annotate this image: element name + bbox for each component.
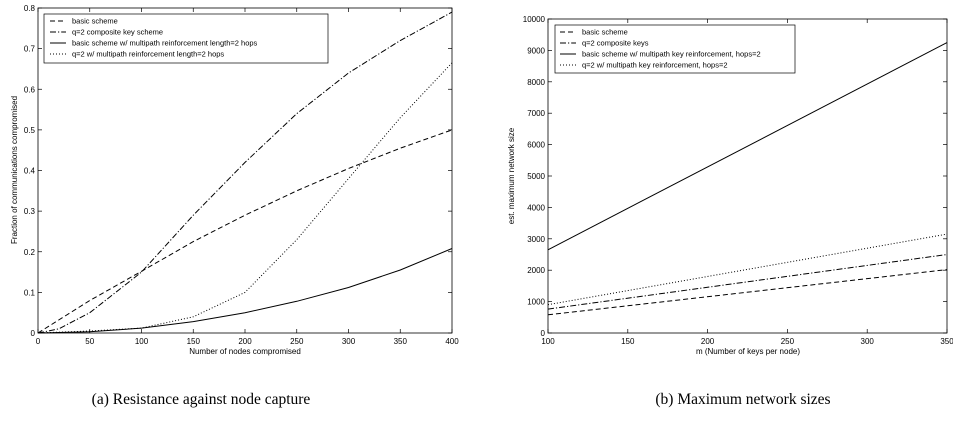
x-axis-label: m (Number of keys per node) xyxy=(696,347,800,356)
x-tick-label: 150 xyxy=(187,337,201,346)
series-line-dashdot xyxy=(547,254,948,310)
x-tick-label: 300 xyxy=(342,337,356,346)
chart-network-size: 100 150 200 250 300 350 0 1000 2000 3000 4000 5000 6… xyxy=(507,15,953,408)
x-axis-label: Number of nodes compromised xyxy=(189,347,301,356)
y-tick-label: 0 xyxy=(31,329,36,338)
x-tick-label: 100 xyxy=(135,337,149,346)
y-tick-label: 5000 xyxy=(527,172,545,181)
series-lines xyxy=(37,11,453,334)
legend-label: basic scheme xyxy=(72,17,118,26)
y-tick-label: 1000 xyxy=(527,298,545,307)
y-tick-label: 0.2 xyxy=(24,248,36,257)
series-lines xyxy=(547,42,948,316)
x-tick-label: 50 xyxy=(85,337,94,346)
series-line-dotted xyxy=(547,233,948,306)
y-tick-label: 6000 xyxy=(527,141,545,150)
y-tick-label: 3000 xyxy=(527,235,545,244)
x-tick-label: 150 xyxy=(621,337,635,346)
legend-label: q=2 w/ multipath key reinforcement, hops… xyxy=(582,61,728,70)
x-tick-label: 200 xyxy=(701,337,715,346)
y-tick-label: 0 xyxy=(541,329,546,338)
y-tick-label: 10000 xyxy=(523,15,546,24)
y-tick-label: 0.7 xyxy=(24,45,36,54)
y-tick-label: 9000 xyxy=(527,46,545,55)
series-line-dashdot xyxy=(37,11,453,334)
x-tick-label: 300 xyxy=(861,337,875,346)
y-tick-label: 0.1 xyxy=(24,288,36,297)
y-tick-label: 0.8 xyxy=(24,4,36,13)
x-tick-label: 100 xyxy=(541,337,555,346)
x-tick-label: 250 xyxy=(781,337,795,346)
x-tick-label: 350 xyxy=(940,337,953,346)
y-tick-label: 2000 xyxy=(527,266,545,275)
y-tick-label: 0.4 xyxy=(24,167,36,176)
legend-label: basic scheme w/ multipath reinforcement … xyxy=(72,39,258,48)
legend-box xyxy=(554,24,796,74)
series-line-solid xyxy=(37,248,453,334)
y-tick-label: 0.3 xyxy=(24,207,36,216)
legend-label: basic scheme w/ multipath key reinforcem… xyxy=(582,50,761,59)
x-tick-label: 0 xyxy=(36,337,41,346)
x-tick-label: 200 xyxy=(238,337,252,346)
y-tick-label: 0.5 xyxy=(24,126,36,135)
legend: basic scheme q=2 composite key scheme basi… xyxy=(43,13,329,64)
legend-label: q=2 composite keys xyxy=(582,39,649,48)
legend-label: basic scheme xyxy=(582,28,628,37)
caption: (a) Resistance against node capture xyxy=(92,391,311,408)
x-tick-label: 250 xyxy=(290,337,304,346)
y-tick-label: 4000 xyxy=(527,203,545,212)
chart-resistance: 0 50 100 150 200 250 300 350 400 0 0.1 0.2 0.3 0.4 0.5… xyxy=(10,4,459,408)
series-line-dashed xyxy=(547,269,948,316)
y-axis-label: est. maximum network size xyxy=(507,127,516,224)
legend-label: q=2 composite key scheme xyxy=(72,28,163,37)
series-line-solid xyxy=(547,42,948,251)
series-line-dotted xyxy=(37,62,453,334)
caption: (b) Maximum network sizes xyxy=(655,391,830,408)
y-tick-label: 8000 xyxy=(527,78,545,87)
x-tick-label: 350 xyxy=(394,337,408,346)
y-tick-label: 0.6 xyxy=(24,85,36,94)
y-axis-label: Fraction of communications compromised xyxy=(10,96,19,244)
legend-label: q=2 w/ multipath reinforcement length=2 … xyxy=(72,50,224,59)
tick-marks: 100 150 200 250 300 350 0 1000 2000 3000 4000 5000 6… xyxy=(523,15,953,346)
legend: basic scheme q=2 composite keys basic sche… xyxy=(554,24,796,74)
series-line-dashed xyxy=(37,129,453,334)
x-tick-label: 400 xyxy=(445,337,459,346)
legend-box xyxy=(43,13,329,64)
y-tick-label: 7000 xyxy=(527,109,545,118)
